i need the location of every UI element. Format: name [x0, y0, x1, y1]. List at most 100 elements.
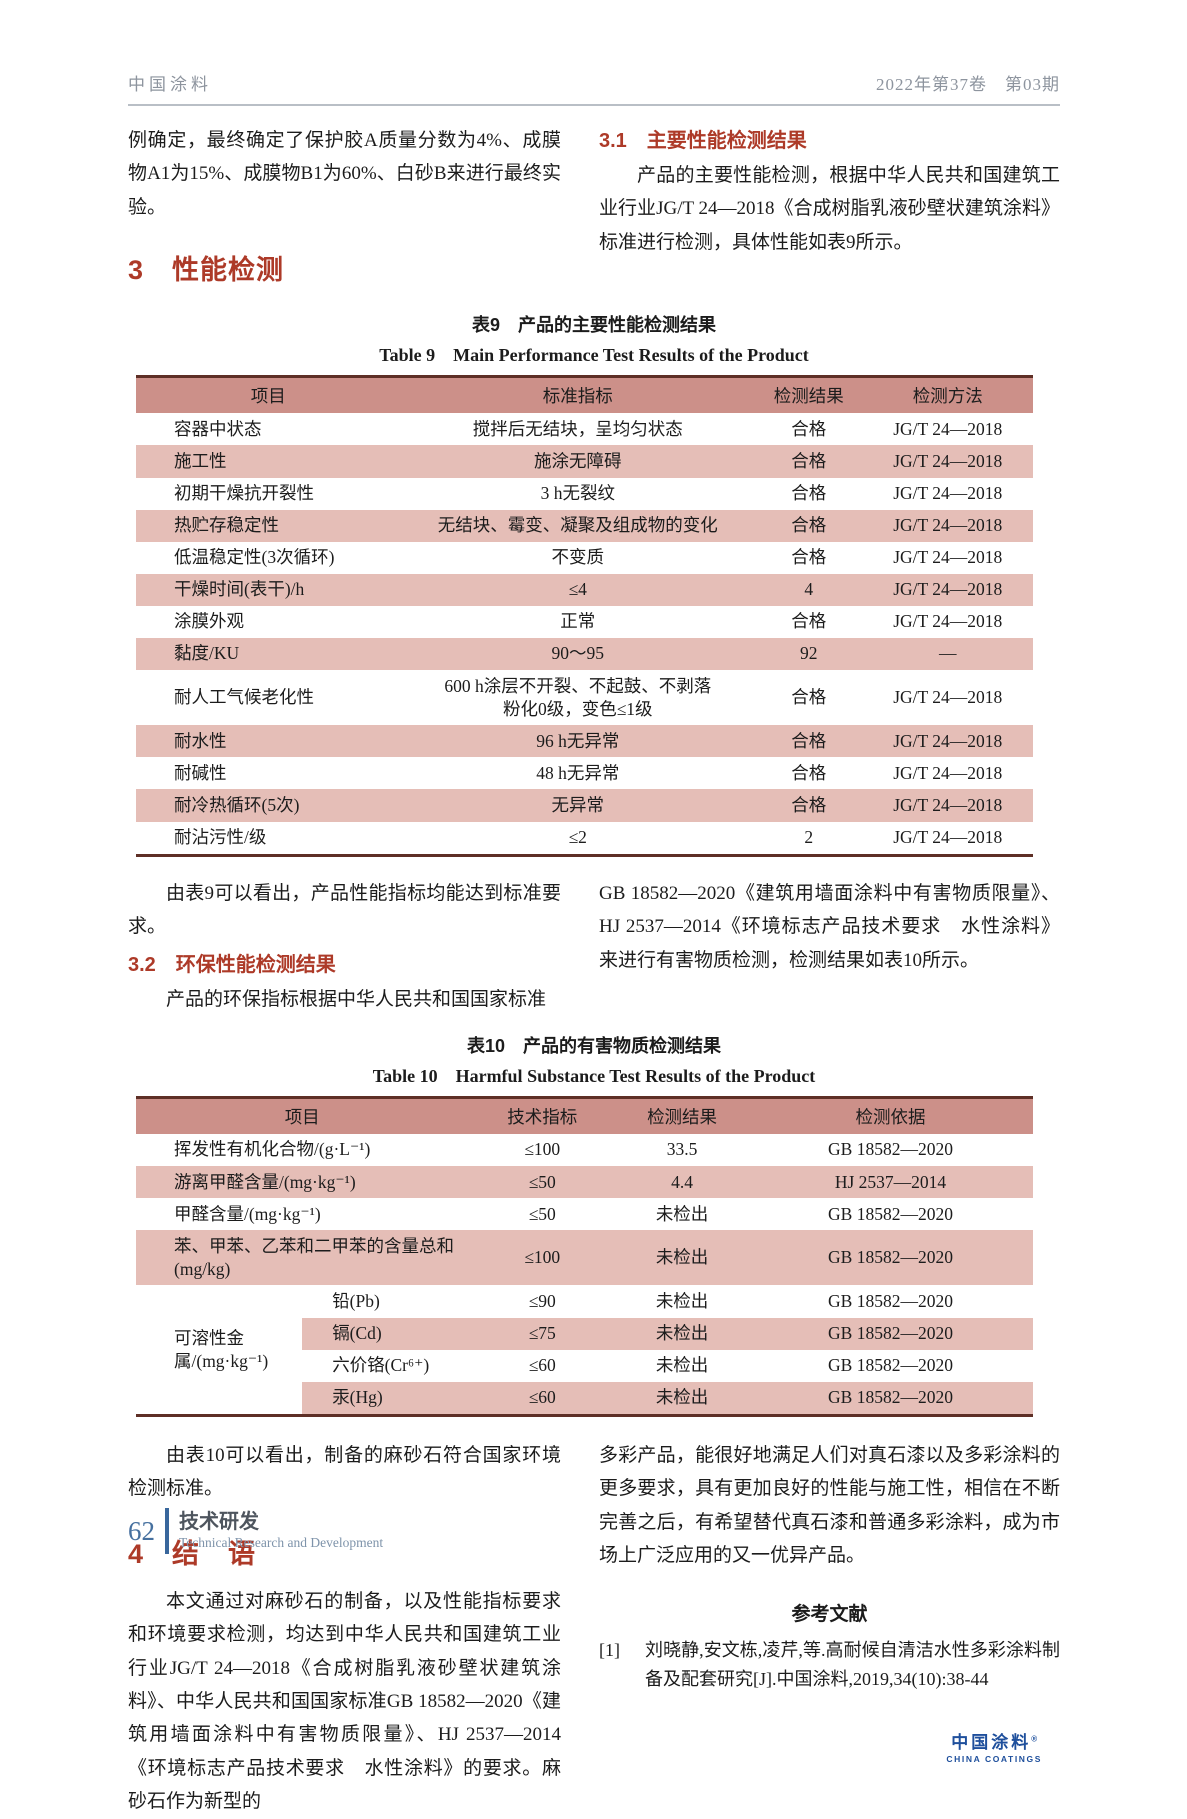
table-cell: 未检出: [655, 1290, 709, 1311]
table-row: 黏度/KU 90～95 92—: [136, 637, 1033, 671]
table-header-cell: 技术指标: [468, 1097, 617, 1134]
table-cell: 游离甲醛含量/(mg·kg⁻¹): [136, 1166, 469, 1199]
table-cell: JG/T 24—2018: [862, 573, 1033, 606]
conclusion-paragraph-left: 本文通过对麻砂石的制备，以及性能指标要求和环境要求检测，均达到中华人民共和国建筑…: [128, 1590, 561, 1813]
table-cell: JG/T 24—2018: [893, 762, 1003, 783]
table-cell: 未检出: [616, 1230, 749, 1286]
table-cell: ≤60: [468, 1381, 617, 1416]
table-cell: 合格: [791, 611, 827, 632]
table-cell: 容器中状态: [174, 418, 262, 439]
table-cell: JG/T 24—2018: [893, 687, 1003, 708]
text-block-mid: 由表9可以看出，产品性能指标均能达到标准要求。 3.2 环保性能检测结果 产品的…: [128, 877, 1060, 1016]
table-cell: ≤100: [468, 1230, 617, 1286]
footer-section-en: Technical Research and Development: [179, 1534, 384, 1550]
table-cell: ≤2: [568, 827, 587, 848]
table-header-cell: 检测方法: [862, 376, 1033, 414]
intro-paragraph: 例确定，最终确定了保护胶A质量分数为4%、成膜物A1为15%、成膜物B1为60%…: [128, 130, 561, 218]
table-cell: 黏度/KU: [136, 637, 401, 671]
table-row: 镉(Cd) ≤75 未检出 GB 18582—2020: [136, 1317, 1033, 1350]
table-header-cell: 标准指标: [400, 376, 755, 414]
table-cell: 48 h无异常: [536, 762, 620, 783]
table-cell: 合格: [791, 762, 827, 783]
table-row: 耐水性 96 h无异常 合格 JG/T 24—2018: [136, 725, 1033, 758]
section-3-heading: 3 性能检测: [128, 255, 285, 286]
section-3-2-heading: 3.2 环保性能检测结果: [128, 953, 336, 976]
table10: 项目 技术指标 检测结果 检测依据 挥发性有机化合物/(g·L⁻¹) ≤100 33…: [136, 1095, 1033, 1417]
table-cell: 无结块、霉变、凝聚及组成物的变化: [400, 509, 755, 542]
section-4-heading: 4 结 语: [128, 1538, 257, 1569]
table-cell: JG/T 24—2018: [893, 611, 1003, 632]
left-column-top: 例确定，最终确定了保护胶A质量分数为4%、成膜物A1为15%、成膜物B1为60%…: [128, 124, 561, 287]
table-cell: GB 18582—2020: [748, 1230, 1033, 1286]
table-cell: 耐人工气候老化性: [174, 687, 314, 708]
left-column-mid: 由表9可以看出，产品性能指标均能达到标准要求。 3.2 环保性能检测结果 产品的…: [128, 877, 561, 1016]
table-cell: 六价铬(Cr⁶⁺): [332, 1355, 430, 1376]
table-cell: 镉(Cd): [302, 1317, 469, 1350]
table-header-cell: 检测依据: [748, 1097, 1033, 1134]
table-cell: 600 h涂层不开裂、不起鼓、不剥落 粉化0级，变色≤1级: [444, 675, 712, 719]
footer-section-labels: 技术研发 Technical Research and Development: [179, 1511, 383, 1552]
table-cell: 低温稳定性(3次循环): [174, 547, 335, 568]
table-header-cell: 检测结果: [616, 1097, 749, 1134]
table-cell: 甲醛含量/(mg·kg⁻¹): [174, 1203, 321, 1224]
table-cell: 33.5: [666, 1139, 698, 1160]
table-row: 初期干燥抗开裂性 3 h无裂纹 合格 JG/T 24—2018: [136, 478, 1033, 510]
table-cell: ≤90: [528, 1290, 556, 1311]
issue-info: 2022年第37卷 第03期: [876, 75, 1060, 94]
table-row: 耐沾污性/级 ≤2 2 JG/T 24—2018: [136, 822, 1033, 856]
table-cell: JG/T 24—2018: [862, 445, 1033, 478]
table-cell: 4.4: [616, 1166, 749, 1199]
reference-text: 刘晓静,安文栋,凌芹,等.高耐候自清洁水性多彩涂料制备及配套研究[J].中国涂料…: [645, 1639, 1060, 1689]
table-row: 热贮存稳定性 无结块、霉变、凝聚及组成物的变化 合格 JG/T 24—2018: [136, 509, 1033, 542]
right-column-bottom: 多彩产品，能很好地满足人们对真石漆以及多彩涂料的更多要求，具有更加良好的性能与施…: [599, 1439, 1060, 1819]
table-cell: 未检出: [616, 1381, 749, 1416]
table-cell: 干燥时间(表干)/h: [136, 573, 401, 606]
table-cell: JG/T 24—2018: [893, 483, 1003, 503]
table-cell: 正常: [560, 611, 596, 632]
table-cell: 无异常: [400, 789, 755, 822]
table-cell: 合格: [791, 418, 827, 439]
table-cell: —: [862, 637, 1033, 671]
table-cell: 未检出: [616, 1317, 749, 1350]
section-3-1-heading: 3.1 主要性能检测结果: [599, 130, 807, 152]
table-cell: 不变质: [551, 547, 605, 568]
right-column-top: 3.1 主要性能检测结果 产品的主要性能检测，根据中华人民共和国建筑工业行业JG…: [599, 124, 1060, 287]
table-header-cell: 项目: [136, 376, 401, 414]
table-cell: 热贮存稳定性: [136, 509, 401, 542]
table-row: 耐冷热循环(5次) 无异常 合格 JG/T 24—2018: [136, 789, 1033, 822]
table-row: 汞(Hg) ≤60 未检出 GB 18582—2020: [136, 1381, 1033, 1416]
table-cell: 铅(Pb): [332, 1290, 380, 1311]
group-label-cell: 可溶性金属/(mg·kg⁻¹): [136, 1285, 303, 1416]
table-cell: ≤100: [524, 1139, 561, 1160]
table10-title-zh: 表10 产品的有害物质检测结果: [466, 1035, 722, 1056]
table-cell: 耐冷热循环(5次): [136, 789, 401, 822]
table-cell: ≤60: [528, 1355, 556, 1376]
table-cell: 未检出: [655, 1355, 709, 1376]
table-header-cell: 项目: [136, 1097, 469, 1134]
table-cell: JG/T 24—2018: [893, 547, 1003, 568]
table-cell: ≤50: [468, 1166, 617, 1199]
table-cell: HJ 2537—2014: [748, 1166, 1033, 1199]
table-cell: 施涂无障碍: [400, 445, 755, 478]
table-cell: 92: [754, 637, 863, 671]
table-row: 耐碱性 48 h无异常 合格 JG/T 24—2018: [136, 757, 1033, 789]
table-cell: GB 18582—2020: [828, 1355, 953, 1376]
page-header: 中国涂料 2022年第37卷 第03期: [128, 0, 1060, 106]
table-cell: JG/T 24—2018: [862, 725, 1033, 758]
table-row: 涂膜外观 正常 合格 JG/T 24—2018: [136, 606, 1033, 638]
conclusion-paragraph-right: 多彩产品，能很好地满足人们对真石漆以及多彩涂料的更多要求，具有更加良好的性能与施…: [599, 1444, 1060, 1567]
table-cell: 合格: [754, 509, 863, 542]
table-cell: 96 h无异常: [400, 725, 755, 758]
table-cell: 合格: [754, 445, 863, 478]
table-cell: 搅拌后无结块，呈均匀状态: [472, 418, 683, 439]
page-footer: 62 技术研发 Technical Research and Developme…: [128, 1508, 383, 1554]
logo-zh-text: 中国涂料®: [951, 1732, 1038, 1752]
table-cell: 施工性: [136, 445, 401, 478]
table-cell: GB 18582—2020: [828, 1139, 953, 1160]
table-row: 容器中状态 搅拌后无结块，呈均匀状态 合格 JG/T 24—2018: [136, 413, 1033, 445]
table-cell: ≤50: [528, 1203, 556, 1224]
footer-section-zh: 技术研发: [179, 1510, 259, 1533]
table-cell: JG/T 24—2018: [862, 509, 1033, 542]
references-heading: 参考文献: [791, 1603, 868, 1625]
